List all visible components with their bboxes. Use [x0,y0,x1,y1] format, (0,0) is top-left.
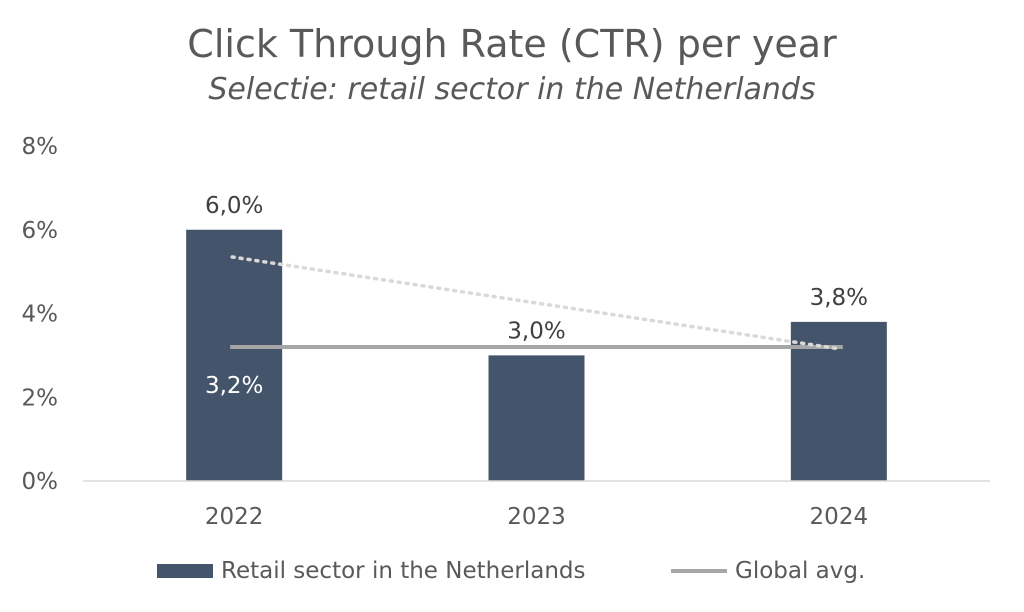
x-tick-label: 2022 [205,504,264,530]
bar [186,229,283,481]
bar [488,355,585,481]
bar-data-label: 3,0% [507,318,565,344]
legend-item-global: Global avg. [671,553,865,589]
y-tick-label: 0% [22,469,59,495]
legend-label-global: Global avg. [735,558,866,584]
y-tick-label: 4% [22,302,59,328]
legend-swatch-global [671,569,727,573]
chart-title: Click Through Rate (CTR) per year [187,22,837,66]
legend-swatch-retail [157,564,213,578]
bar-data-label: 6,0% [205,193,263,219]
legend-label-retail: Retail sector in the Netherlands [221,558,586,584]
trendline [230,255,843,351]
y-tick-label: 8% [22,134,59,160]
y-tick-label: 6% [22,218,59,244]
legend-item-retail: Retail sector in the Netherlands [157,553,585,589]
x-tick-label: 2024 [810,504,869,530]
x-tick-label: 2023 [507,504,566,530]
legend: Retail sector in the Netherlands Global … [0,553,1024,589]
y-tick-label: 2% [22,385,59,411]
chart-subtitle: Selectie: retail sector in the Netherlan… [208,72,816,107]
global-avg-data-label: 3,2% [205,373,263,399]
bar-data-label: 3,8% [810,285,868,311]
